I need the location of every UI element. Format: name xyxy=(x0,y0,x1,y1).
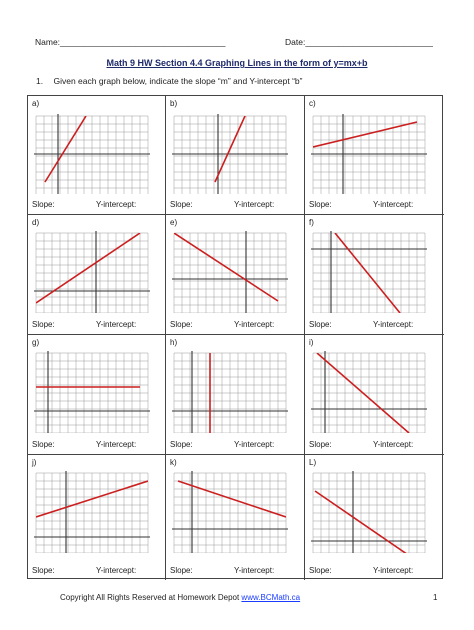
graphed-line xyxy=(36,480,148,518)
slope-label: Slope: xyxy=(32,440,55,449)
graphed-line xyxy=(334,233,401,313)
graph-cell: k) Slope: Y-intercept: xyxy=(166,455,305,580)
coordinate-grid xyxy=(34,114,150,194)
graph-cell: j) Slope: Y-intercept: xyxy=(28,455,166,580)
slope-label: Slope: xyxy=(32,320,55,329)
graph-cell: g) Slope: Y-intercept: xyxy=(28,335,166,455)
instruction-number: 1. xyxy=(36,76,44,86)
graph-label: a) xyxy=(32,99,40,108)
graph-label: f) xyxy=(309,218,314,227)
slope-label: Slope: xyxy=(170,200,193,209)
footer-copyright: Copyright All Rights Reserved at Homewor… xyxy=(60,593,301,602)
slope-label: Slope: xyxy=(309,320,332,329)
slope-label: Slope: xyxy=(32,200,55,209)
graphed-line xyxy=(44,116,87,183)
graph-label: k) xyxy=(170,458,177,467)
y-intercept-label: Y-intercept: xyxy=(96,320,137,329)
coordinate-grid xyxy=(311,471,427,553)
coordinate-grid xyxy=(34,351,150,433)
graphed-line xyxy=(316,353,410,433)
graph-label: i) xyxy=(309,338,314,347)
coordinate-grid xyxy=(311,231,427,313)
slope-label: Slope: xyxy=(32,566,55,575)
coordinate-grid xyxy=(172,351,288,433)
y-intercept-label: Y-intercept: xyxy=(234,566,275,575)
y-intercept-label: Y-intercept: xyxy=(234,320,275,329)
graph-label: d) xyxy=(32,218,40,227)
coordinate-grid xyxy=(311,114,427,194)
graphed-line xyxy=(174,233,279,302)
y-intercept-label: Y-intercept: xyxy=(373,566,414,575)
graphed-line xyxy=(177,480,286,518)
graph-cell: b) Slope: Y-intercept: xyxy=(166,96,305,215)
graph-label: e) xyxy=(170,218,178,227)
slope-label: Slope: xyxy=(170,320,193,329)
graph-cell: h) Slope: Y-intercept: xyxy=(166,335,305,455)
y-intercept-label: Y-intercept: xyxy=(96,440,137,449)
slope-label: Slope: xyxy=(170,566,193,575)
date-label: Date: xyxy=(285,37,306,47)
date-field: Date:___________________________ xyxy=(285,37,433,47)
graph-cell: c) Slope: Y-intercept: xyxy=(305,96,444,215)
y-intercept-label: Y-intercept: xyxy=(234,440,275,449)
name-label: Name: xyxy=(35,37,61,47)
coordinate-grid xyxy=(172,231,288,313)
slope-label: Slope: xyxy=(309,566,332,575)
y-intercept-label: Y-intercept: xyxy=(234,200,275,209)
graph-label: b) xyxy=(170,99,178,108)
slope-label: Slope: xyxy=(309,440,332,449)
graph-label: L) xyxy=(309,458,317,467)
graph-label: c) xyxy=(309,99,316,108)
y-intercept-label: Y-intercept: xyxy=(373,320,414,329)
coordinate-grid xyxy=(34,471,150,553)
graph-label: g) xyxy=(32,338,40,347)
coordinate-grid xyxy=(172,471,288,553)
graph-label: h) xyxy=(170,338,178,347)
graph-cell: e) Slope: Y-intercept: xyxy=(166,215,305,335)
y-intercept-label: Y-intercept: xyxy=(373,440,414,449)
instruction: 1. Given each graph below, indicate the … xyxy=(36,76,302,86)
graph-cell: d) Slope: Y-intercept: xyxy=(28,215,166,335)
instruction-text: Given each graph below, indicate the slo… xyxy=(53,76,303,86)
graph-table: a) Slope: Y-intercept: b) Slope: Y-intercept:… xyxy=(27,95,444,580)
slope-label: Slope: xyxy=(170,440,193,449)
name-blank: ___________________________________ xyxy=(60,37,226,47)
graph-cell: i) Slope: Y-intercept: xyxy=(305,335,444,455)
coordinate-grid xyxy=(34,231,150,313)
graph-label: j) xyxy=(32,458,37,467)
graphed-line xyxy=(214,116,246,183)
coordinate-grid xyxy=(172,114,288,194)
graphed-line xyxy=(36,233,141,304)
y-intercept-label: Y-intercept: xyxy=(373,200,414,209)
page-number: 1 xyxy=(433,593,438,602)
graph-cell: f) Slope: Y-intercept: xyxy=(305,215,444,335)
y-intercept-label: Y-intercept: xyxy=(96,200,137,209)
footer-link[interactable]: www.BCMath.ca xyxy=(241,593,301,602)
graphed-line xyxy=(313,121,418,148)
y-intercept-label: Y-intercept: xyxy=(96,566,137,575)
graph-cell: a) Slope: Y-intercept: xyxy=(28,96,166,215)
page-title: Math 9 HW Section 4.4 Graphing Lines in … xyxy=(106,58,368,68)
graphed-line xyxy=(314,490,407,553)
graph-cell: L) Slope: Y-intercept: xyxy=(305,455,444,580)
slope-label: Slope: xyxy=(309,200,332,209)
date-blank: ___________________________ xyxy=(305,37,433,47)
coordinate-grid xyxy=(311,351,427,433)
name-field: Name:___________________________________ xyxy=(35,37,226,47)
